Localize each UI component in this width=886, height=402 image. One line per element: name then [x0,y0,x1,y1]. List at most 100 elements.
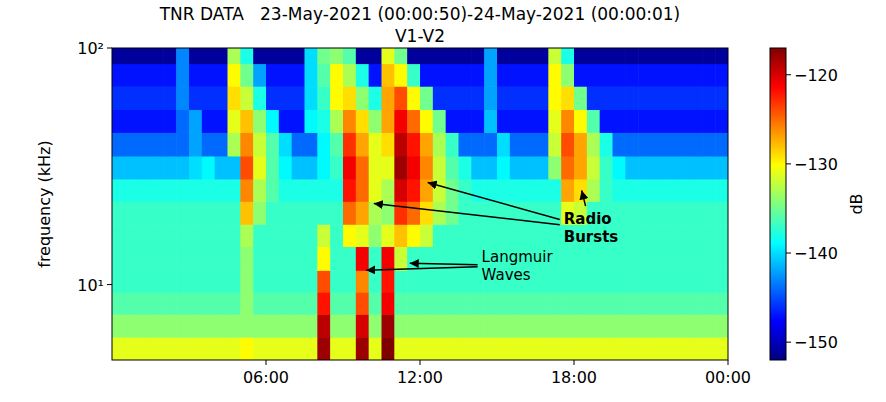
heatmap-cell [548,132,561,156]
colorbar-tick-label: −150 [794,333,838,352]
heatmap-cell [690,270,703,292]
heatmap-cell [343,179,356,202]
heatmap-cell [343,201,356,225]
heatmap-cell [292,86,305,110]
heatmap-cell [587,292,600,315]
heatmap-cell [343,270,356,292]
heatmap-cell [484,48,497,64]
heatmap-cell [266,201,279,225]
annotation-line: Waves [482,266,531,284]
colorbar-tick-label: −130 [794,155,838,174]
heatmap-cell [202,132,215,156]
heatmap-cell [471,132,484,156]
heatmap-cell [382,132,395,156]
heatmap-cell [715,337,728,360]
heatmap-cell [690,246,703,270]
heatmap-cell [690,109,703,133]
heatmap-cell [420,314,433,338]
heatmap-cell [625,63,638,86]
heatmap-cell [471,337,484,360]
subtitle: V1-V2 [395,26,445,46]
heatmap-cell [446,48,459,64]
heatmap-cell [202,86,215,110]
annotation-line: Bursts [564,228,619,246]
annotation-arrow [428,183,560,220]
heatmap-cell [715,86,728,110]
heatmap-cell [317,224,330,247]
annotation-text: RadioBursts [564,210,619,246]
heatmap-cell [253,63,266,86]
heatmap-cell [407,86,420,110]
heatmap-cell [356,224,369,247]
heatmap-cell [215,246,228,270]
heatmap-cell [600,314,613,338]
heatmap-cell [433,337,446,360]
heatmap-cell [317,292,330,315]
annotation-line: Radio [564,210,612,228]
heatmap-cell [215,48,228,64]
heatmap-cell [151,314,164,338]
heatmap-cell [548,86,561,110]
heatmap-cell [510,201,523,225]
heatmap-cell [138,109,151,133]
heatmap-cell [266,109,279,133]
heatmap-cell [574,337,587,360]
heatmap-cell [459,337,472,360]
heatmap-cell [420,109,433,133]
heatmap-cell [651,132,664,156]
heatmap-cell [266,246,279,270]
heatmap-cell [548,156,561,180]
heatmap-cell [574,292,587,315]
heatmap-cell [240,132,253,156]
heatmap-cell [548,63,561,86]
heatmap-cell [215,63,228,86]
heatmap-cell [240,337,253,360]
heatmap-cell [382,86,395,110]
heatmap-cell [125,292,138,315]
heatmap-cell [266,292,279,315]
heatmap-cell [600,156,613,180]
heatmap-cell [523,292,536,315]
heatmap-cell [394,337,407,360]
heatmap-cell [317,132,330,156]
heatmap-cell [215,132,228,156]
heatmap-cell [112,48,125,64]
heatmap-cell [420,224,433,247]
heatmap-cell [587,156,600,180]
heatmap-cell [420,246,433,270]
heatmap-cell [561,270,574,292]
heatmap-cell [151,63,164,86]
heatmap-cell [523,132,536,156]
heatmap-cell [253,156,266,180]
heatmap-cell [548,270,561,292]
heatmap-cell [112,337,125,360]
heatmap-cell [356,246,369,270]
heatmap-cell [240,314,253,338]
heatmap-cell [330,86,343,110]
heatmap-cell [394,179,407,202]
heatmap-cell [228,270,241,292]
heatmap-cell [690,48,703,64]
heatmap-cell [690,63,703,86]
heatmap-cell [253,292,266,315]
heatmap-cell [625,86,638,110]
heatmap-cell [151,246,164,270]
heatmap-cell [382,179,395,202]
colorbar-tick-label: −140 [794,244,838,263]
heatmap-cell [446,337,459,360]
heatmap-cell [138,270,151,292]
heatmap-cell [317,86,330,110]
heatmap-cell [163,156,176,180]
heatmap-cell [471,314,484,338]
heatmap-cell [715,48,728,64]
heatmap-cell [651,270,664,292]
heatmap-cell [163,179,176,202]
heatmap-cell [240,86,253,110]
heatmap-cell [343,109,356,133]
heatmap-cell [677,48,690,64]
heatmap-cell [317,246,330,270]
heatmap-cell [215,179,228,202]
heatmap-cell [125,109,138,133]
heatmap-cell [651,179,664,202]
heatmap-cell [202,63,215,86]
